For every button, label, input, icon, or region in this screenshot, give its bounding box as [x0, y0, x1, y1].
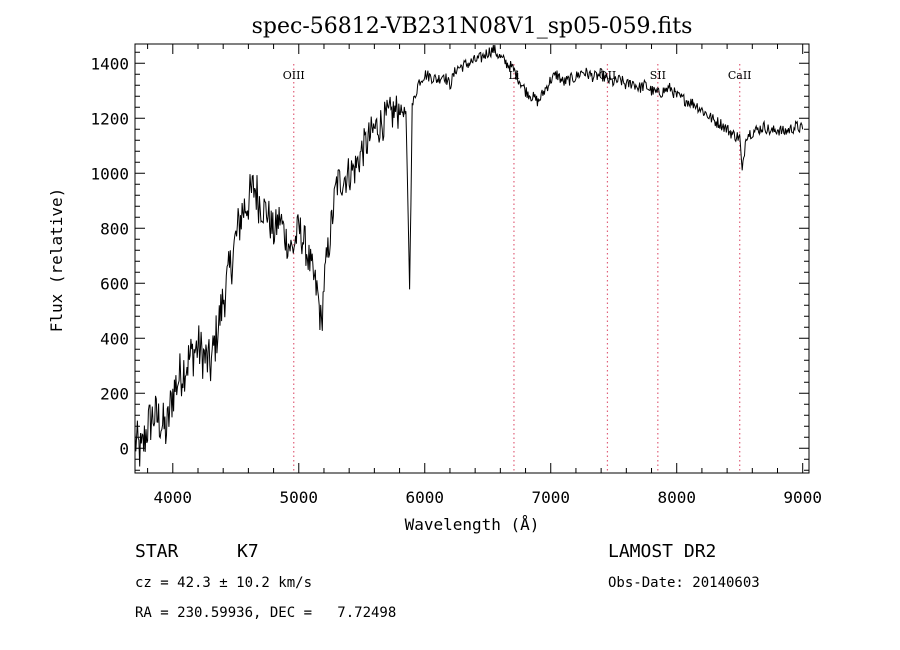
y-tick-label: 1200: [90, 109, 129, 128]
object-class: STAR: [135, 541, 179, 562]
x-tick-label: 5000: [280, 488, 319, 507]
plot-frame: [134, 43, 810, 474]
x-tick-label: 8000: [657, 488, 696, 507]
y-tick-label: 0: [119, 439, 129, 458]
x-axis-label: Wavelength (Å): [405, 515, 540, 534]
x-tick-label: 9000: [783, 488, 822, 507]
redshift-text: cz = 42.3 ± 10.2 km/s: [135, 575, 313, 591]
obs-date-text: Obs-Date: 20140603: [608, 575, 760, 591]
spectrum-line: [134, 44, 804, 467]
plot-area: 4000 5000 6000 7000 8000 9000 0 200 400 600 800 100…: [90, 43, 822, 507]
y-tick-label: 200: [100, 384, 129, 403]
y-tick-label: 1000: [90, 164, 129, 183]
x-tick-label: 4000: [154, 488, 193, 507]
spectral-line-label: Li: [509, 69, 520, 82]
chart-title: spec-56812-VB231N08V1_sp05-059.fits: [252, 14, 693, 39]
coords-text: RA = 230.59936, DEC = 7.72498: [135, 605, 397, 621]
y-axis-label: Flux (relative): [47, 188, 66, 333]
object-subclass: K7: [237, 541, 259, 562]
spectral-line-label: CaII: [728, 69, 752, 82]
x-tick-label: 6000: [405, 488, 444, 507]
spectral-line-label: SII: [650, 69, 666, 82]
y-tick-label: 1400: [90, 54, 129, 73]
spectral-line-label: OIII: [283, 69, 305, 82]
y-tick-label: 400: [100, 329, 129, 348]
survey-label: LAMOST DR2: [608, 541, 717, 562]
y-tick-label: 600: [100, 274, 129, 293]
x-tick-label: 7000: [531, 488, 570, 507]
y-tick-label: 800: [100, 219, 129, 238]
